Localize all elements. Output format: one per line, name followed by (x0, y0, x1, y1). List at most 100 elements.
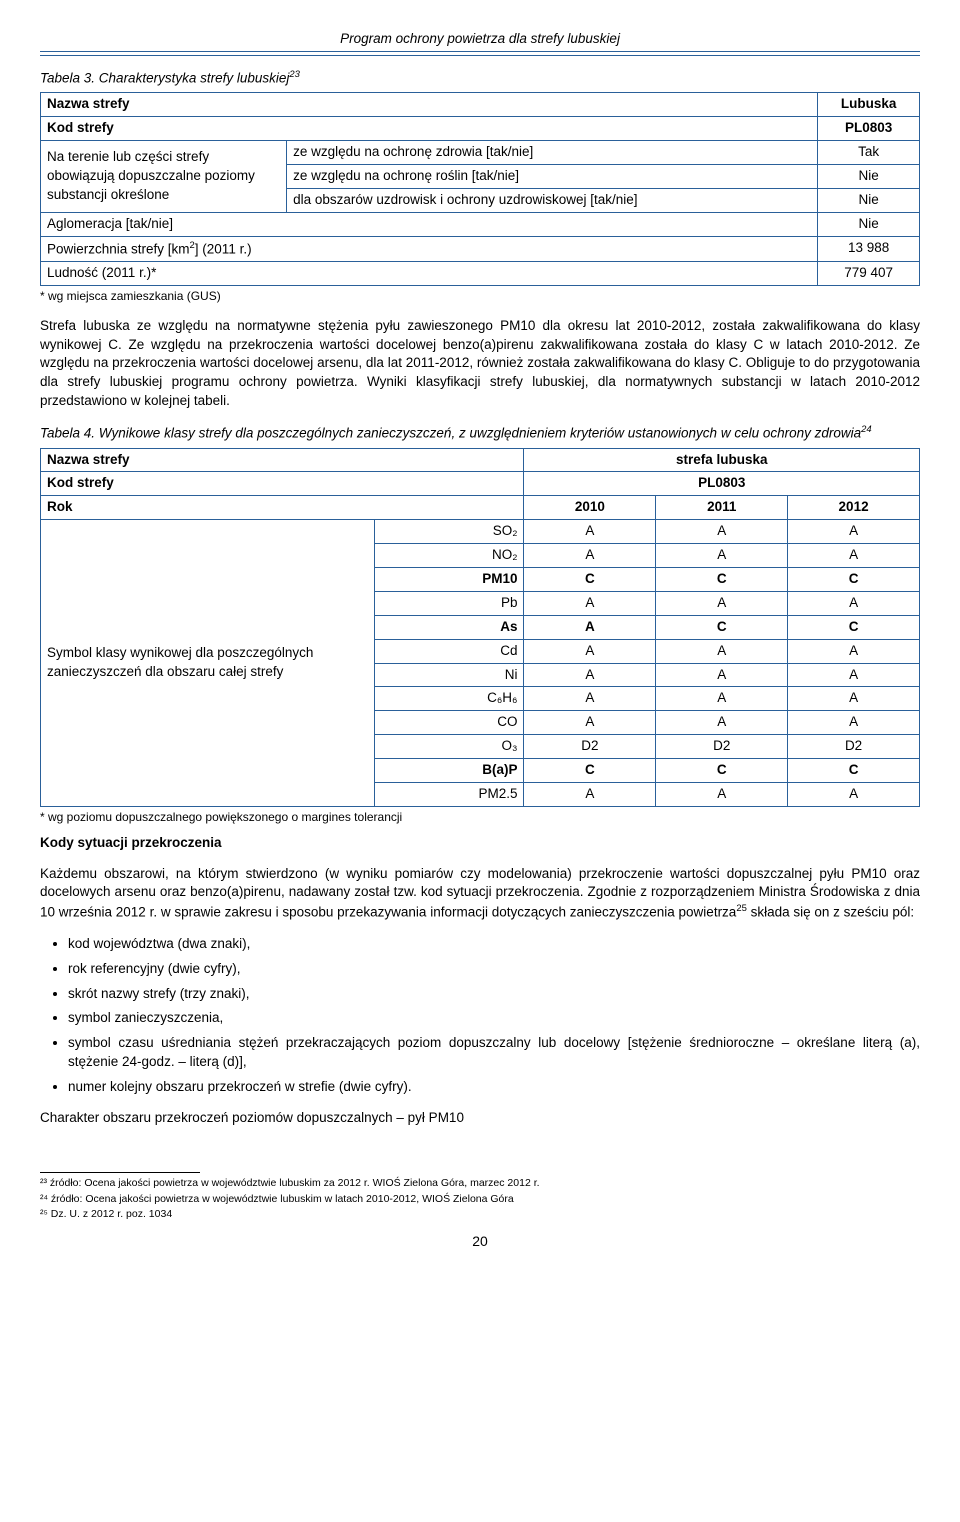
footnote-rule (40, 1172, 200, 1173)
para2: Każdemu obszarowi, na którym stwierdzono… (40, 865, 920, 923)
table4-caption-text: Tabela 4. Wynikowe klasy strefy dla posz… (40, 426, 861, 441)
t4-pollutant: Pb (375, 591, 524, 615)
t3-r4c1: Aglomeracja [tak/nie] (41, 212, 818, 236)
t4-pollutant: Cd (375, 639, 524, 663)
t3-r2c1: Kod strefy (41, 117, 818, 141)
t4-cell: A (656, 639, 788, 663)
t3-r3a: ze względu na ochronę zdrowia [tak/nie] (287, 141, 818, 165)
t4-pollutant: As (375, 615, 524, 639)
header-rule (40, 51, 920, 52)
bullet-item: rok referencyjny (dwie cyfry), (68, 960, 920, 979)
t3-r2c2: PL0803 (818, 117, 920, 141)
t4-cell: C (524, 568, 656, 592)
footnote: ²³ źródło: Ocena jakości powietrza w woj… (40, 1176, 920, 1191)
footnote: ²⁴ źródło: Ocena jakości powietrza w woj… (40, 1192, 920, 1207)
bullet-item: symbol zanieczyszczenia, (68, 1009, 920, 1028)
table4-caption: Tabela 4. Wynikowe klasy strefy dla posz… (40, 423, 920, 443)
t3-r3c: dla obszarów uzdrowisk i ochrony uzdrowi… (287, 188, 818, 212)
table3-caption-sup: 23 (289, 69, 300, 80)
t4-cell: C (656, 568, 788, 592)
t4-cell: C (788, 568, 920, 592)
table4: Nazwa strefy strefa lubuska Kod strefy P… (40, 448, 920, 807)
page-number: 20 (40, 1232, 920, 1252)
t3-r5c1: Powierzchnia strefy [km2] (2011 r.) (41, 236, 818, 261)
t3-r5-post: ] (2011 r.) (195, 241, 252, 256)
t3-r1c1: Nazwa strefy (41, 93, 818, 117)
t4-cell: C (656, 615, 788, 639)
t4-cell: A (656, 783, 788, 807)
t4-cell: A (788, 639, 920, 663)
t4-cell: A (524, 783, 656, 807)
para3: Charakter obszaru przekroczeń poziomów d… (40, 1109, 920, 1128)
bullet-list: kod województwa (dwa znaki), rok referenc… (68, 935, 920, 1097)
t4-cell: C (656, 759, 788, 783)
t4-cell: A (524, 615, 656, 639)
section-title: Kody sytuacji przekroczenia (40, 834, 920, 853)
t4-pollutant: NO₂ (375, 544, 524, 568)
t4-y3: 2012 (788, 496, 920, 520)
t4-cell: A (656, 591, 788, 615)
t4-y2: 2011 (656, 496, 788, 520)
t4-cell: A (788, 591, 920, 615)
t4-y1: 2010 (524, 496, 656, 520)
t4-cell: A (788, 783, 920, 807)
t3-r6c1: Ludność (2011 r.)* (41, 262, 818, 286)
t3-r3av: Tak (818, 141, 920, 165)
t4-cell: C (788, 615, 920, 639)
footnote: ²⁵ Dz. U. z 2012 r. poz. 1034 (40, 1207, 920, 1222)
t4-cell: C (788, 759, 920, 783)
t3-r3bv: Nie (818, 164, 920, 188)
t4-pollutant: C₆H₆ (375, 687, 524, 711)
t4-cell: A (524, 591, 656, 615)
bullet-item: kod województwa (dwa znaki), (68, 935, 920, 954)
t4-cell: A (524, 711, 656, 735)
t4-pollutant: SO₂ (375, 520, 524, 544)
bullet-item: numer kolejny obszaru przekroczeń w stre… (68, 1078, 920, 1097)
bullet-item: skrót nazwy strefy (trzy znaki), (68, 985, 920, 1004)
t4-cell: A (788, 520, 920, 544)
t4-cell: A (524, 687, 656, 711)
table3: Nazwa strefy Lubuska Kod strefy PL0803 N… (40, 92, 920, 286)
t4-cell: A (788, 711, 920, 735)
t4-cell: A (656, 544, 788, 568)
t4-cell: D2 (788, 735, 920, 759)
t4-cell: D2 (656, 735, 788, 759)
t4-cell: A (524, 520, 656, 544)
t3-r1c2: Lubuska (818, 93, 920, 117)
t4-cell: A (788, 663, 920, 687)
t4-cell: D2 (524, 735, 656, 759)
t4-hkod: Kod strefy (41, 472, 524, 496)
header-title: Program ochrony powietrza dla strefy lub… (40, 30, 920, 49)
table3-caption: Tabela 3. Charakterystyka strefy lubuski… (40, 68, 920, 88)
t4-hrok: Rok (41, 496, 524, 520)
t4-pollutant: O₃ (375, 735, 524, 759)
para2b: składa się on z sześciu pól: (747, 905, 914, 920)
t3-r3cv: Nie (818, 188, 920, 212)
header-rule2 (40, 55, 920, 56)
t4-cell: A (656, 711, 788, 735)
table4-caption-sup: 24 (861, 424, 872, 435)
t3-r5c2: 13 988 (818, 236, 920, 261)
t4-cell: A (656, 687, 788, 711)
t4-rowlabel: Symbol klasy wynikowej dla poszczególnyc… (41, 520, 375, 807)
t4-pollutant: CO (375, 711, 524, 735)
table3-caption-text: Tabela 3. Charakterystyka strefy lubuski… (40, 70, 289, 85)
table4-note: * wg poziomu dopuszczalnego powiększoneg… (40, 809, 920, 826)
para2sup: 25 (736, 903, 747, 914)
t4-pollutant: B(a)P (375, 759, 524, 783)
t4-vkod: PL0803 (524, 472, 920, 496)
para1: Strefa lubuska ze względu na normatywne … (40, 317, 920, 411)
t3-r3b: ze względu na ochronę roślin [tak/nie] (287, 164, 818, 188)
t4-cell: A (524, 663, 656, 687)
t4-cell: A (524, 544, 656, 568)
t4-cell: A (656, 663, 788, 687)
t4-pollutant: PM10 (375, 568, 524, 592)
t4-pollutant: Ni (375, 663, 524, 687)
t4-cell: A (788, 544, 920, 568)
t4-cell: C (524, 759, 656, 783)
t4-cell: A (656, 520, 788, 544)
t3-r3c1: Na terenie lub części strefy obowiązują … (41, 141, 287, 213)
t3-r5-pre: Powierzchnia strefy [km (47, 241, 190, 256)
t4-vnazwa: strefa lubuska (524, 448, 920, 472)
table3-note: * wg miejsca zamieszkania (GUS) (40, 288, 920, 305)
